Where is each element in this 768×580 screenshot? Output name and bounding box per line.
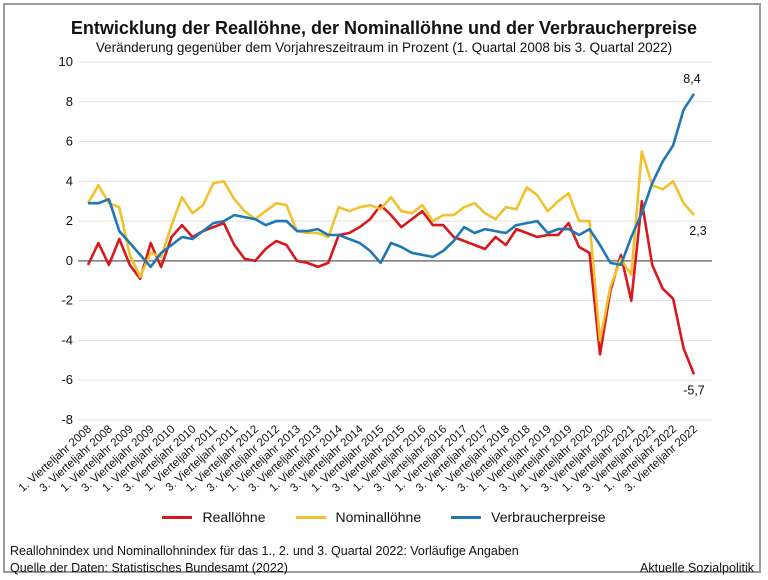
series-line-realloehne (86, 199, 696, 375)
legend: Reallöhne Nominallöhne Verbraucherpreise (0, 509, 768, 525)
legend-label: Verbraucherpreise (491, 509, 606, 525)
legend-label: Nominallöhne (335, 509, 422, 525)
legend-item-reallohne: Reallöhne (162, 509, 266, 525)
y-tick-label: 4 (66, 173, 73, 188)
data-label: -5,7 (683, 383, 705, 397)
legend-item-nominallohne: Nominallöhne (295, 509, 422, 525)
y-tick-label: -2 (61, 293, 73, 308)
legend-swatch-nominallohne (295, 515, 326, 519)
chart-title: Entwicklung der Reallöhne, der Nominallö… (70, 18, 698, 38)
y-tick-label: -4 (61, 332, 73, 347)
data-label: 8,4 (683, 72, 700, 86)
chart-subtitle: Veränderung gegenüber dem Vorjahreszeitr… (95, 40, 673, 55)
footnote: Reallohnindex und Nominallohnindex für d… (10, 544, 519, 558)
chart-frame (3, 3, 761, 573)
series-line-verbraucherpreise (88, 93, 696, 269)
y-tick-label: 10 (59, 54, 73, 69)
y-tick-label: -6 (61, 372, 73, 387)
y-tick-label: -8 (61, 412, 73, 427)
y-tick-label: 2 (66, 213, 73, 228)
legend-swatch-verbraucherpreise (451, 515, 482, 519)
y-tick-label: 8 (66, 94, 73, 109)
y-tick-label: 6 (66, 134, 73, 149)
legend-item-verbraucherpreise: Verbraucherpreise (451, 509, 606, 525)
data-label: 2,3 (689, 224, 706, 238)
legend-label: Reallöhne (202, 509, 266, 525)
y-tick-label: 0 (66, 253, 73, 268)
series-line-nominalloehne (86, 150, 695, 342)
credit: Aktuelle Sozialpolitik (640, 561, 754, 575)
legend-swatch-reallohne (162, 515, 193, 519)
source-note: Quelle der Daten: Statistisches Bundesam… (10, 561, 288, 575)
